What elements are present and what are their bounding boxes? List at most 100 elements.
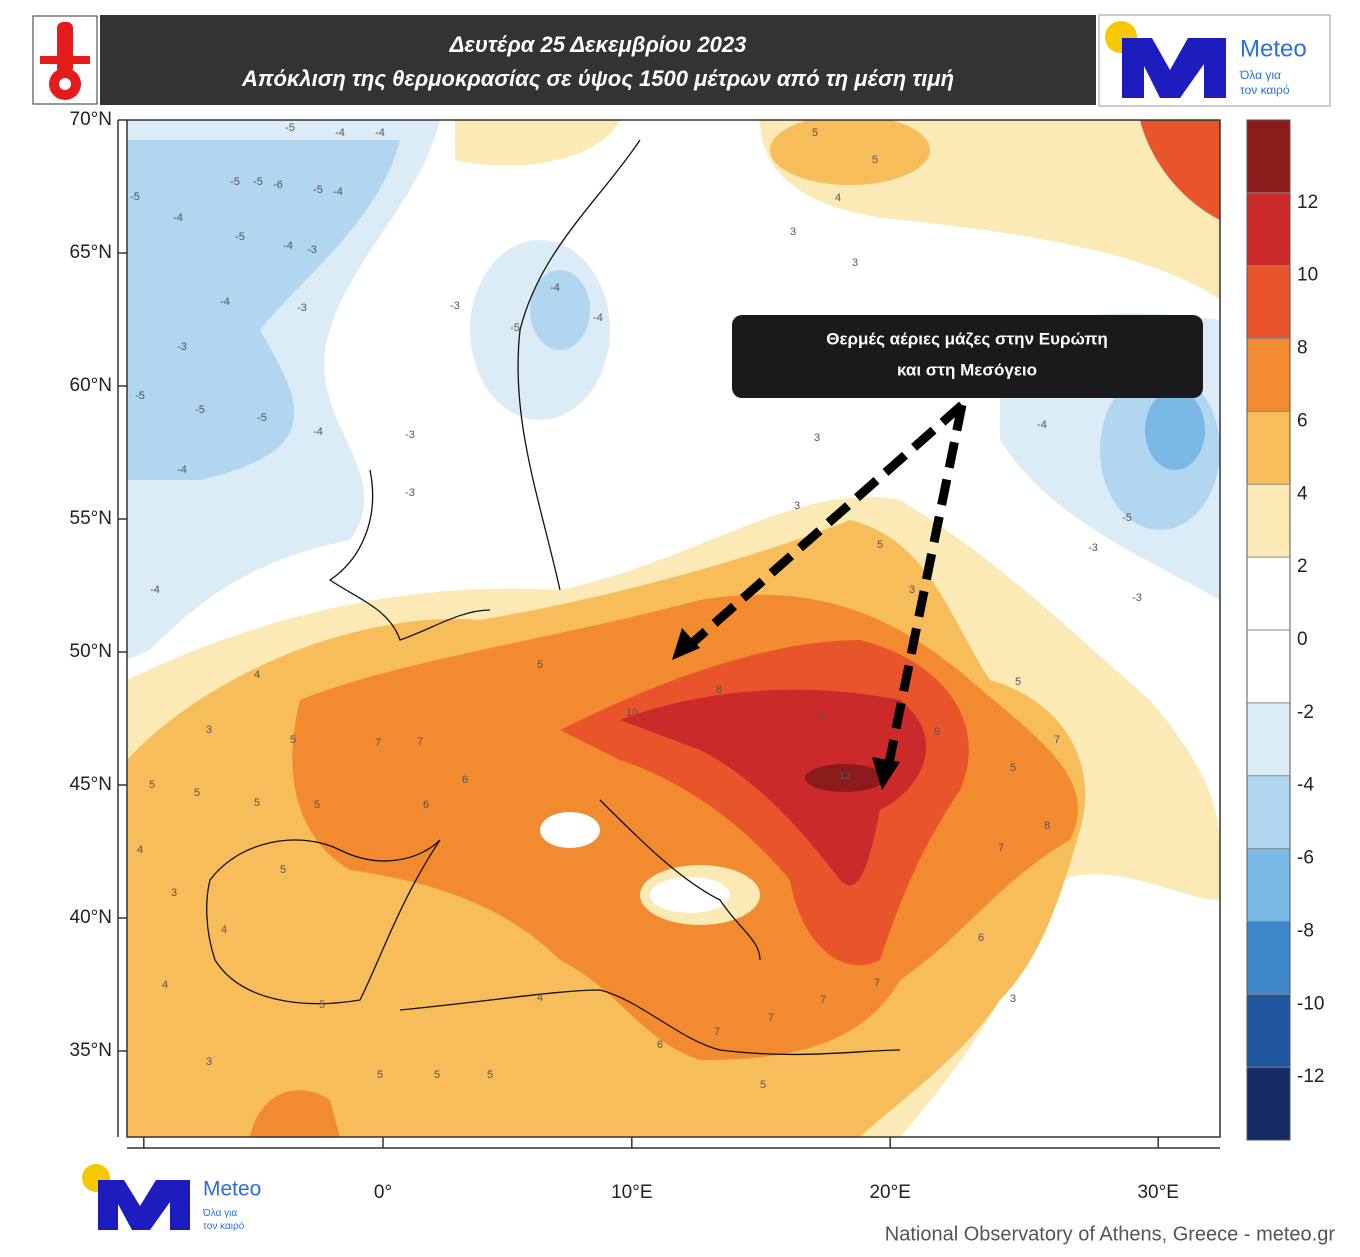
contour-label: 5 bbox=[812, 127, 818, 139]
contour-label: -4 bbox=[550, 282, 560, 294]
lon-label: 30°E bbox=[1137, 1182, 1178, 1203]
logo-name: Meteo bbox=[203, 1178, 261, 1201]
annotation-arrows bbox=[687, 401, 967, 769]
contour-labels: -5 -4 -4 -5 -5 -6 -5 -4 -5 -4 -5 -4 -3 -4 -3 -3 -5 -5 -5 -4… bbox=[127, 122, 1142, 1091]
contour-label: -5 bbox=[285, 122, 295, 134]
contour-label: 5 bbox=[377, 1069, 383, 1081]
contour-label: -4 bbox=[177, 464, 187, 476]
contour-label: -5 bbox=[257, 412, 267, 424]
lat-label: 45°N bbox=[70, 774, 112, 795]
map-field: -5 -4 -4 -5 -5 -6 -5 -4 -5 -4 -5 -4 -3 -4 -3 -3 -5 -5 -5 -4… bbox=[127, 120, 1220, 1137]
contour-label: 5 bbox=[537, 659, 543, 671]
contour-label: 4 bbox=[835, 192, 841, 204]
contour-label: 8 bbox=[716, 684, 722, 696]
contour-label: 3 bbox=[852, 257, 858, 269]
contour-label: -5 bbox=[230, 176, 240, 188]
contour-label: 9 bbox=[934, 726, 940, 738]
contour-label: -4 bbox=[283, 240, 293, 252]
contour-label: 5 bbox=[877, 539, 883, 551]
contour-label: 5 bbox=[290, 734, 296, 746]
colorbar-label: -4 bbox=[1297, 775, 1314, 796]
contour-label: 5 bbox=[1015, 676, 1021, 688]
colorbar-label: 2 bbox=[1297, 556, 1308, 577]
credit: National Observatory of Athens, Greece -… bbox=[885, 1223, 1336, 1245]
logo-tagline: Όλα για bbox=[202, 1208, 237, 1219]
contour-label: 6 bbox=[423, 799, 429, 811]
colorbar-bin bbox=[1247, 411, 1290, 485]
lat-label: 50°N bbox=[70, 641, 112, 662]
lat-label: 65°N bbox=[70, 242, 112, 263]
map-frame bbox=[126, 119, 1221, 1138]
contour-label: 7 bbox=[714, 1026, 720, 1038]
colorbar-bin bbox=[1247, 557, 1290, 630]
colorbar-label: 4 bbox=[1297, 483, 1308, 504]
contour-label: 7 bbox=[375, 737, 381, 749]
contour-label: 5 bbox=[280, 864, 286, 876]
contour-label: 3 bbox=[1010, 993, 1016, 1005]
colorbar-bin bbox=[1247, 775, 1290, 849]
colorbar-bin bbox=[1247, 848, 1290, 922]
colorbar-bin bbox=[1247, 120, 1290, 193]
contour-label: 7 bbox=[874, 977, 880, 989]
contour-label: -4 bbox=[313, 426, 323, 438]
logo-name: Meteo bbox=[1240, 35, 1307, 62]
contour-label: 7 bbox=[820, 994, 826, 1006]
colorbar-label: -6 bbox=[1297, 848, 1314, 869]
contour-label: 4 bbox=[137, 844, 143, 856]
contour-label: -3 bbox=[177, 341, 187, 353]
contour-label: 3 bbox=[790, 226, 796, 238]
colorbar-bin bbox=[1247, 630, 1290, 703]
lat-label: 35°N bbox=[70, 1040, 112, 1061]
contour-label: 5 bbox=[314, 799, 320, 811]
contour-label: -4 bbox=[1037, 419, 1047, 431]
colorbar-label: -2 bbox=[1297, 702, 1314, 723]
thermometer-icon bbox=[32, 15, 98, 105]
annotation-box bbox=[732, 315, 1203, 398]
contour-label: -5 bbox=[313, 184, 323, 196]
contour-label: -4 bbox=[173, 212, 183, 224]
logo-bottom: Meteo Όλα για τον καιρό bbox=[82, 1164, 261, 1232]
lat-label: 60°N bbox=[70, 375, 112, 396]
colorbar-label: -12 bbox=[1297, 1066, 1324, 1087]
colorbar-bin bbox=[1247, 484, 1290, 558]
colorbar-label: 12 bbox=[1297, 192, 1318, 213]
colorbar-bin bbox=[1247, 265, 1290, 339]
colorbar-bin bbox=[1247, 994, 1290, 1068]
contour-label: 5 bbox=[319, 999, 325, 1011]
lon-label: 10°E bbox=[611, 1182, 652, 1203]
logo-tagline: Όλα για bbox=[1239, 68, 1281, 82]
logo-top: Meteo Όλα για τον καιρό bbox=[1098, 14, 1331, 107]
lat-label: 55°N bbox=[70, 508, 112, 529]
contour-label: 3 bbox=[206, 724, 212, 736]
contour-label: 3 bbox=[909, 584, 915, 596]
colorbar-label: 6 bbox=[1297, 410, 1308, 431]
contour-label: 8 bbox=[1044, 820, 1050, 832]
contour-label: 7 bbox=[998, 842, 1004, 854]
contour-label: -6 bbox=[273, 179, 283, 191]
colorbar-bin bbox=[1247, 338, 1290, 412]
logo-tagline: τον καιρό bbox=[203, 1220, 245, 1232]
colorbar-bin bbox=[1247, 921, 1290, 995]
colorbar-bin bbox=[1247, 1067, 1290, 1140]
contour-label: 5 bbox=[149, 779, 155, 791]
contour-label: 10 bbox=[626, 707, 638, 719]
contour-label: -3 bbox=[405, 487, 415, 499]
contour-label: 12 bbox=[839, 770, 851, 782]
contour-label: 6 bbox=[462, 774, 468, 786]
lat-label: 70°N bbox=[70, 109, 112, 130]
contour-label: 9 bbox=[819, 711, 825, 723]
contour-label: -4 bbox=[150, 584, 160, 596]
contour-label: -5 bbox=[195, 404, 205, 416]
contour-label: -4 bbox=[335, 127, 345, 139]
annotation: και στη Μεσόγειο bbox=[897, 360, 1037, 379]
contour-label: 7 bbox=[768, 1012, 774, 1024]
colorbar-bin bbox=[1247, 702, 1290, 776]
contour-label: 4 bbox=[254, 669, 260, 681]
contour-label: -3 bbox=[1088, 542, 1098, 554]
contour-label: -5 bbox=[253, 176, 263, 188]
contour-label: 5 bbox=[872, 154, 878, 166]
contour-label: 7 bbox=[1054, 734, 1060, 746]
contour-label: -3 bbox=[450, 300, 460, 312]
